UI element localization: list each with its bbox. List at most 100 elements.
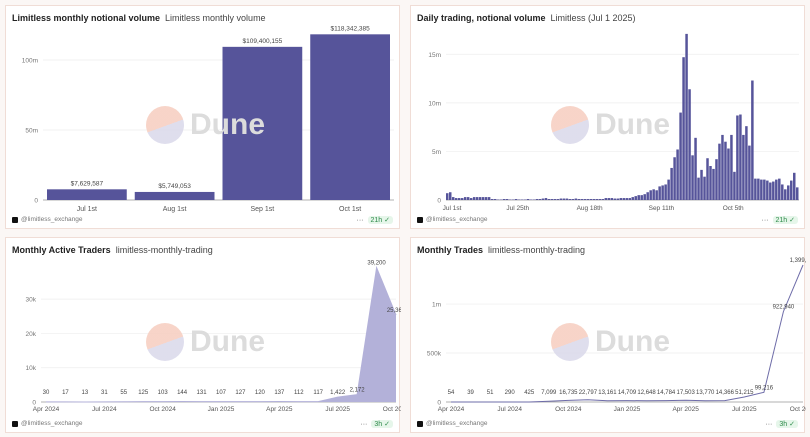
panel-monthly-active-traders: 0 10k 20k 30k 30 17 13 31 55 125 103 144 131 107 127 12… [5, 237, 401, 433]
bar [724, 141, 727, 200]
more-options-button[interactable]: ··· [360, 420, 368, 428]
x-tick-label: Apr 2025 [672, 406, 699, 413]
y-tick-label: 50m [25, 128, 38, 135]
data-label: 17,503 [676, 390, 695, 396]
bar [457, 198, 461, 200]
bar [559, 198, 563, 200]
chart-title[interactable]: Monthly Trades [417, 245, 484, 255]
author-link[interactable]: @limitless_exchange [12, 216, 83, 223]
bar [721, 134, 724, 200]
bar [565, 198, 569, 200]
bar [757, 178, 760, 200]
data-label: 290 [505, 390, 516, 396]
bar [709, 166, 712, 200]
series-line [46, 265, 397, 403]
bar [472, 197, 476, 200]
bar [703, 176, 706, 200]
data-label: 112 [294, 390, 304, 396]
chart-title[interactable]: Monthly Active Traders [12, 245, 111, 255]
data-label: 25,367 [387, 308, 401, 314]
bar [766, 180, 769, 200]
more-options-button[interactable]: ··· [765, 420, 773, 428]
x-tick-label: Jul 2025 [325, 406, 350, 413]
bar [469, 198, 473, 200]
bar [715, 159, 718, 200]
bar [748, 145, 751, 200]
chart-subtitle: limitless-monthly-trading [488, 245, 586, 255]
author-link[interactable]: @limitless_exchange [12, 420, 83, 427]
bar [754, 178, 757, 200]
x-tick-label: Oct 2024 [149, 406, 176, 413]
y-tick-label: 10k [26, 365, 37, 372]
x-tick-label: Jul 2025 [732, 406, 757, 413]
bar [586, 199, 590, 200]
bar [688, 89, 691, 200]
refresh-age-badge[interactable]: 3h ✓ [371, 420, 393, 428]
refresh-age-badge[interactable]: 21h ✓ [772, 216, 798, 224]
bar [493, 199, 497, 200]
bar [47, 189, 127, 200]
y-tick-label: 0 [437, 400, 441, 407]
bar [664, 184, 667, 200]
bar [730, 134, 733, 200]
x-tick-label: Oct 5th [723, 205, 744, 212]
y-tick-label: 20k [26, 331, 37, 338]
footer-actions: ··· 21h ✓ [761, 216, 798, 224]
refresh-age-badge[interactable]: 3h ✓ [776, 420, 798, 428]
author-link[interactable]: @limitless_exchange [417, 216, 488, 223]
refresh-age: 3h [779, 421, 788, 428]
more-options-button[interactable]: ··· [356, 216, 364, 224]
y-tick-label: 5m [432, 149, 441, 156]
bar [697, 177, 700, 200]
bar [475, 197, 479, 200]
y-tick-label: 500k [427, 351, 442, 358]
footer-actions: ··· 3h ✓ [360, 420, 393, 428]
data-label: 39,200 [367, 261, 386, 267]
bar [694, 137, 697, 200]
bar [793, 172, 796, 200]
author-avatar-icon [12, 420, 18, 427]
panel-daily-volume: 0 5m 10m 15m Jul 1st Jul 25th Aug 18th Sep 11th… [410, 5, 805, 229]
data-label: 14,709 [618, 390, 637, 396]
bar [634, 196, 637, 200]
bar [700, 169, 703, 200]
bar [583, 199, 587, 200]
x-tick-label: Aug 18th [577, 205, 603, 212]
bar [796, 187, 799, 200]
x-tick-label: Jul 25th [506, 205, 529, 212]
refresh-age-badge[interactable]: 21h ✓ [367, 216, 393, 224]
data-label: 13 [82, 390, 89, 396]
data-label: 55 [120, 390, 127, 396]
data-label: 14,366 [716, 390, 735, 396]
data-label: 131 [197, 390, 208, 396]
x-tick-label: Oct 2025 [383, 406, 401, 413]
bar [448, 192, 452, 200]
x-tick-label: Sep 1st [251, 206, 275, 213]
bar [712, 168, 715, 200]
bar [613, 198, 617, 200]
bar [541, 198, 545, 200]
x-tick-label: Sep 11th [649, 205, 675, 212]
bar [484, 197, 488, 200]
x-tick-label: Apr 2024 [33, 406, 60, 413]
x-tick-label: Apr 2024 [438, 406, 465, 413]
data-label: 2,172 [350, 388, 366, 394]
x-tick-label: Jul 1st [443, 205, 462, 212]
chart-subtitle: Limitless monthly volume [165, 13, 266, 23]
data-label: 1,422 [330, 390, 346, 396]
bar [598, 199, 602, 200]
refresh-age: 3h [374, 421, 383, 428]
chart-title[interactable]: Daily trading, notional volume [417, 13, 546, 23]
bar [577, 199, 581, 200]
bar [134, 191, 215, 200]
author-link[interactable]: @limitless_exchange [417, 420, 488, 427]
bar [745, 126, 748, 200]
author-name: @limitless_exchange [426, 216, 488, 223]
area-fill [46, 267, 396, 402]
chart-title[interactable]: Limitless monthly notional volume [12, 13, 161, 23]
bar [601, 199, 605, 200]
bar [478, 197, 482, 200]
bar [679, 112, 682, 200]
data-label: $118,342,385 [330, 25, 370, 32]
more-options-button[interactable]: ··· [761, 216, 769, 224]
